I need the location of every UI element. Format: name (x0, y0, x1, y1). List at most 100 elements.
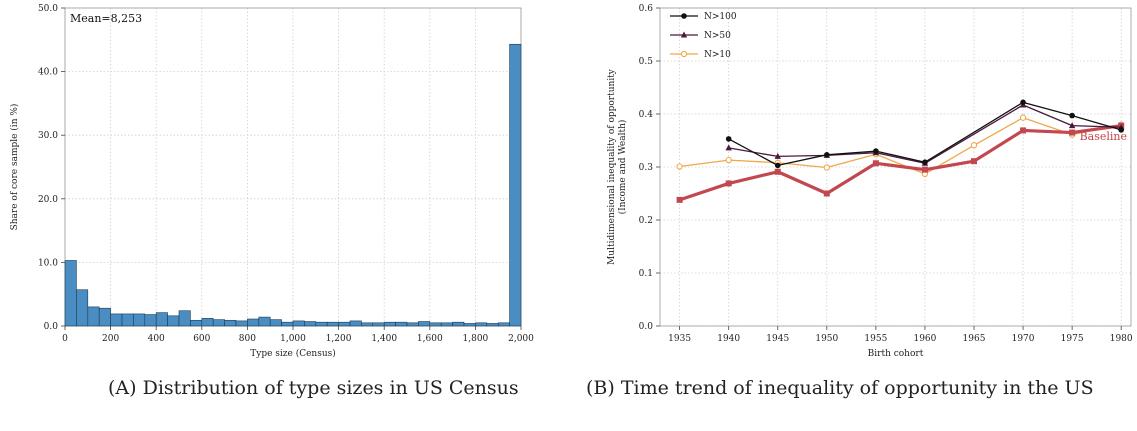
histogram-bar (429, 322, 442, 327)
histogram-bar (64, 260, 77, 327)
baseline-label: Baseline (1080, 130, 1127, 143)
histogram-bar (326, 321, 339, 327)
panel-a-histogram: 0.0 10.0 20.0 30.0 40.0 50.0 0 200 400 600 800 1,00… (9, 4, 534, 359)
data-point (971, 158, 977, 165)
x-tick-label: 1955 (864, 334, 887, 344)
histogram-bar (349, 320, 362, 327)
data-point (1020, 127, 1027, 134)
histogram-bar (269, 319, 282, 327)
y-axis-label: Share of core sample (in %) (9, 104, 20, 231)
data-point (872, 160, 879, 167)
x-tick-label: 1980 (1110, 334, 1133, 344)
legend-label: N>100 (704, 12, 737, 22)
data-point (774, 162, 781, 169)
data-point (1020, 99, 1026, 106)
caption-b-label: (B) (586, 377, 615, 399)
y-tick-label: 0.3 (639, 163, 654, 173)
y-tick-label: 0.6 (639, 4, 654, 14)
panel-b-line-chart: 0.0 0.1 0.2 0.3 0.4 0.5 0.6 1935 1940 1945 1950 195… (607, 4, 1133, 359)
legend-swatch-marker (680, 31, 688, 38)
x-tick-label: 1,800 (463, 334, 489, 344)
data-point (1068, 122, 1076, 129)
histogram-bar (372, 322, 385, 327)
x-tick-label: 1965 (963, 334, 986, 344)
caption-a-label: (A) (108, 377, 137, 399)
y-tick-label: 0.2 (639, 216, 653, 226)
data-point (774, 152, 781, 159)
histogram-bar (167, 315, 180, 327)
histogram-bar (155, 312, 168, 327)
x-axis-label: Type size (Census) (250, 348, 336, 359)
x-tick-label: 0 (62, 334, 68, 344)
histogram-bar (395, 321, 408, 327)
y-tick-label: 30.0 (38, 131, 58, 141)
data-point (922, 159, 928, 166)
y-tick-label: 20.0 (38, 195, 58, 205)
series-n-100 (725, 99, 1124, 169)
y-tick-label: 50.0 (38, 4, 58, 14)
x-tick-label: 1960 (913, 334, 936, 344)
x-tick-label: 2,000 (508, 334, 534, 344)
histogram-bar (178, 310, 191, 327)
histogram-bar (452, 321, 465, 327)
histogram-bar (418, 321, 431, 327)
data-point (725, 156, 732, 164)
y-tick-label: 40.0 (38, 68, 58, 78)
x-tick-label: 1940 (717, 334, 740, 344)
x-tick-label: 800 (239, 334, 256, 344)
histogram-bar (212, 319, 225, 327)
histogram-bar (509, 43, 522, 327)
data-point (725, 180, 732, 187)
y-tick-label: 0.1 (639, 269, 653, 279)
mean-annotation: Mean=8,253 (70, 12, 142, 25)
x-tick-label: 400 (148, 334, 165, 344)
histogram-bar (475, 322, 488, 327)
x-tick-label: 1,200 (326, 334, 352, 344)
histogram-bar (110, 313, 123, 327)
x-tick-label: 600 (193, 334, 210, 344)
data-point (676, 196, 683, 203)
histogram-bar (258, 316, 271, 327)
caption-b: (B) Time trend of inequality of opportun… (586, 377, 1094, 399)
histogram-bar (440, 322, 453, 327)
histogram-bar (201, 318, 214, 327)
series-baseline (676, 122, 1125, 203)
series-line (679, 117, 1122, 175)
x-tick-label: 1945 (766, 334, 789, 344)
histogram-bar (383, 321, 396, 327)
x-tick-label: 1970 (1012, 334, 1035, 344)
data-point (774, 168, 781, 175)
caption-a: (A) Distribution of type sizes in US Cen… (108, 377, 519, 399)
data-point (873, 148, 879, 154)
data-point (725, 136, 732, 142)
caption-a-text: Distribution of type sizes in US Census (142, 377, 519, 399)
x-tick-label: 1950 (815, 334, 838, 344)
x-tick-label: 200 (102, 334, 119, 344)
caption-b-text: Time trend of inequality of opportunity … (620, 377, 1094, 399)
histogram-bar (133, 313, 146, 327)
data-point (824, 152, 830, 158)
histogram-bar (281, 321, 294, 327)
data-point (823, 164, 830, 171)
histogram-bar (304, 321, 317, 327)
y-axis-label-line2: (Income and Wealth) (617, 120, 628, 215)
series-line (728, 101, 1122, 167)
histogram-bar (361, 322, 374, 327)
histogram-bar (338, 321, 351, 327)
legend-swatch-marker (680, 50, 688, 58)
y-axis-label-line1: Multidimensional inequality of opportuni… (607, 68, 617, 265)
histogram-bar (87, 306, 100, 327)
histogram-bar (144, 314, 157, 327)
x-tick-label: 1975 (1061, 334, 1084, 344)
y-tick-label: 0.0 (639, 322, 654, 332)
data-point (1069, 129, 1076, 136)
y-tick-label: 0.5 (639, 57, 654, 67)
x-tick-label: 1,000 (280, 334, 306, 344)
data-point (823, 190, 830, 197)
x-tick-label: 1935 (668, 334, 691, 344)
series-line (728, 104, 1122, 164)
histogram-bar (406, 322, 419, 327)
histogram-bar (224, 319, 237, 327)
legend-swatch-marker (681, 13, 687, 19)
